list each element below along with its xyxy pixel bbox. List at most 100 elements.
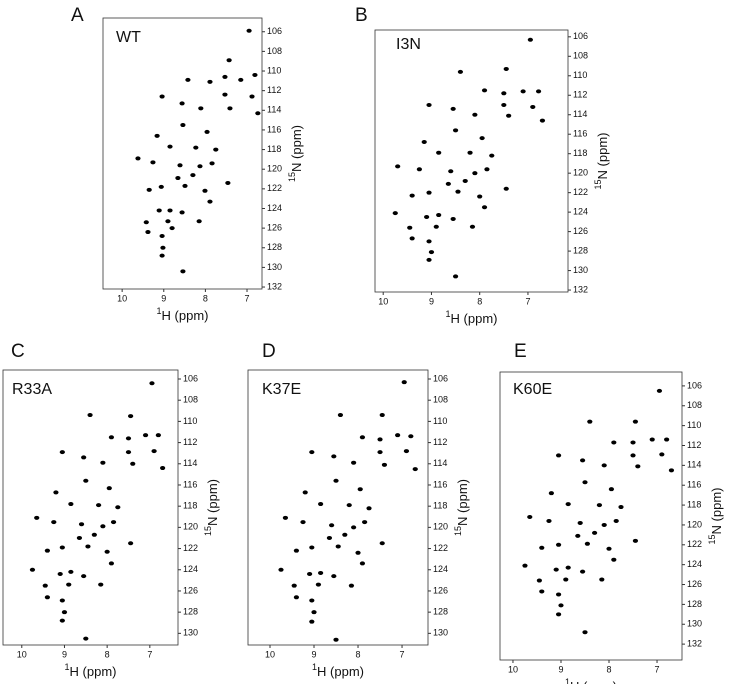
peak — [151, 449, 157, 454]
spectrum-panel: A WT 10 9 8 7 106 108 110 112 114 116 118 120 122 124 12… — [71, 5, 304, 323]
peak — [362, 520, 368, 525]
peak — [535, 89, 542, 94]
y-tick-label: 108 — [573, 51, 588, 61]
y-tick-label: 128 — [687, 599, 702, 609]
peak — [539, 118, 546, 123]
peak — [318, 502, 324, 507]
y-tick-label: 130 — [267, 262, 282, 272]
peak — [333, 637, 339, 642]
plot-frame — [499, 371, 683, 661]
y-axis-label-sup: 15 — [593, 179, 603, 189]
y-tick-label: 118 — [433, 501, 447, 511]
y-tick-label: 114 — [573, 109, 587, 119]
y-tick-label: 110 — [183, 416, 197, 426]
peak — [213, 147, 219, 152]
y-tick-label: 114 — [267, 105, 281, 115]
peak — [159, 233, 165, 238]
x-tick-label: 7 — [245, 293, 250, 303]
peak — [198, 106, 204, 111]
y-tick-label: 108 — [183, 395, 198, 405]
peak — [520, 89, 526, 94]
peak — [34, 515, 40, 520]
peak — [577, 520, 583, 525]
y-tick-label: 112 — [687, 440, 701, 450]
peak — [167, 144, 173, 149]
x-tick-label: 8 — [203, 293, 208, 303]
sample-name: K37E — [262, 381, 301, 398]
peak — [469, 224, 476, 229]
y-tick-label: 128 — [267, 242, 282, 252]
panel-letter: B — [355, 5, 368, 26]
peak — [659, 452, 665, 457]
y-tick-label: 122 — [433, 543, 448, 553]
peak — [618, 505, 624, 510]
peak — [154, 133, 160, 138]
peak — [83, 636, 89, 641]
plot-frame — [374, 29, 569, 293]
peak — [165, 219, 171, 224]
y-tick-label: 122 — [573, 187, 588, 197]
peak — [167, 208, 173, 213]
peak — [61, 610, 68, 615]
y-tick-label: 118 — [183, 501, 197, 511]
x-tick-label: 7 — [655, 664, 660, 674]
y-tick-label: 106 — [267, 26, 282, 36]
y-tick-label: 130 — [183, 628, 198, 638]
y-tick-label: 108 — [433, 395, 448, 405]
y-axis-label: 15N (ppm) — [707, 488, 724, 545]
peak — [150, 160, 156, 165]
y-tick-label: 114 — [433, 458, 447, 468]
peak — [584, 541, 590, 546]
peak — [315, 582, 322, 587]
sample-name: K60E — [513, 381, 552, 398]
peak — [668, 468, 675, 473]
x-axis-label: 1H (ppm) — [157, 306, 209, 323]
y-tick-label: 106 — [433, 373, 448, 383]
x-tick-label: 10 — [17, 649, 27, 659]
peak — [255, 111, 261, 116]
y-axis-label-sup: 15 — [287, 172, 297, 182]
y-tick-label: 108 — [687, 400, 702, 410]
peak — [143, 220, 149, 225]
peak — [599, 577, 605, 582]
peak — [527, 37, 533, 42]
peak — [238, 77, 244, 82]
peak — [436, 213, 442, 218]
y-axis-label-text: N (ppm) — [595, 133, 610, 180]
peak — [392, 211, 398, 216]
x-axis-label-text: H (ppm) — [451, 311, 498, 326]
peak — [190, 173, 196, 178]
peak — [342, 532, 348, 537]
peak — [293, 595, 300, 600]
peak — [601, 522, 607, 527]
peak — [81, 455, 87, 460]
peak — [472, 171, 478, 176]
peak — [381, 462, 388, 467]
peak — [611, 440, 617, 445]
peak — [159, 253, 165, 258]
y-axis-label-sup: 15 — [707, 534, 717, 544]
x-axis-label-sup: 1 — [65, 662, 70, 672]
peak — [630, 453, 636, 458]
y-tick-label: 112 — [183, 437, 197, 447]
y-tick-label: 120 — [573, 168, 588, 178]
peak — [426, 102, 432, 107]
sample-name: R33A — [12, 381, 52, 398]
y-tick-label: 132 — [267, 281, 282, 291]
peak — [300, 520, 306, 525]
x-axis-label: 1H (ppm) — [565, 677, 617, 684]
x-tick-label: 9 — [161, 293, 166, 303]
y-tick-label: 124 — [573, 207, 588, 217]
peak — [462, 178, 468, 183]
y-axis-label-text: N (ppm) — [205, 479, 220, 526]
x-tick-label: 9 — [558, 664, 563, 674]
peak — [98, 582, 104, 587]
y-tick-label: 122 — [183, 543, 198, 553]
peak — [307, 571, 313, 576]
peak — [149, 381, 155, 386]
peak — [424, 215, 430, 220]
peak — [335, 544, 341, 549]
y-axis-label: 15N (ppm) — [453, 479, 470, 536]
plot-frame — [247, 369, 429, 646]
peak — [426, 239, 432, 244]
